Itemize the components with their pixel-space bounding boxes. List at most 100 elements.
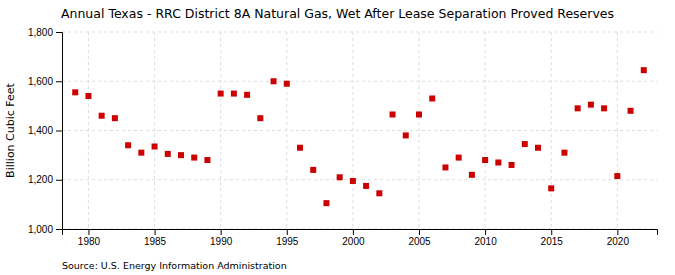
x-tick-mark: [155, 229, 156, 235]
title: Annual Texas - RRC District 8A Natural G…: [61, 6, 614, 21]
points: [72, 67, 647, 206]
chart: 1980 1985 1990 1995 2000 2005 2010 2015 2020 1,00…: [0, 0, 675, 275]
point: [548, 185, 554, 191]
point: [442, 164, 448, 170]
grid-line: [62, 81, 657, 82]
x-tick-mark: [221, 229, 222, 235]
point: [628, 108, 634, 114]
y-axis-title: Billion Cubic Feet: [4, 82, 17, 177]
point: [509, 162, 515, 168]
point: [244, 92, 250, 98]
point: [456, 155, 462, 161]
point: [495, 160, 501, 166]
x-tick-label: 2020: [607, 236, 630, 247]
point: [218, 91, 224, 97]
point: [72, 89, 78, 95]
x-tick: 1985: [144, 229, 167, 247]
point: [125, 142, 131, 148]
y-tick-label: 1,000: [28, 224, 53, 235]
y-tick-mark: [56, 131, 62, 132]
point: [191, 155, 197, 161]
point: [482, 157, 488, 163]
y-tick: 1,400: [28, 125, 62, 136]
x-tick: 1980: [78, 229, 101, 247]
point: [614, 173, 620, 179]
x-tick: 1995: [276, 229, 299, 247]
y-tick-mark: [56, 81, 62, 82]
point: [284, 81, 290, 87]
x-tick-label: 2010: [474, 236, 497, 247]
point: [323, 200, 329, 206]
x-tick-mark: [353, 229, 354, 235]
x-tick-mark: [485, 229, 486, 235]
point: [588, 102, 594, 108]
grid-line: [62, 130, 657, 131]
point: [85, 93, 91, 99]
x-tick: 2005: [408, 229, 431, 247]
x-tick-label: 1980: [78, 236, 101, 247]
point: [165, 151, 171, 157]
x-tick-label: 1985: [144, 236, 167, 247]
point: [297, 145, 303, 151]
point: [561, 150, 567, 156]
point: [350, 178, 356, 184]
y-tick-mark: [56, 229, 62, 230]
point: [257, 115, 263, 121]
point: [271, 78, 277, 84]
x-tick-label: 2015: [541, 236, 564, 247]
y-tick-label: 1,800: [28, 27, 53, 38]
x-tick-mark: [88, 229, 89, 235]
x-axis: 1980 1985 1990 1995 2000 2005 2010 2015 2020: [63, 229, 658, 247]
point: [403, 132, 409, 138]
x-tick: 2010: [474, 229, 497, 247]
x-tick-mark: [287, 229, 288, 235]
point: [178, 152, 184, 158]
x-tick: 2000: [342, 229, 365, 247]
point: [469, 172, 475, 178]
y-tick: 1,800: [28, 27, 62, 38]
point: [363, 183, 369, 189]
source: Source: U.S. Energy Information Administ…: [62, 260, 287, 271]
point: [376, 190, 382, 196]
x-tick-label: 2005: [408, 236, 431, 247]
point: [535, 145, 541, 151]
grid-line: [62, 179, 657, 180]
point: [416, 111, 422, 117]
y-tick: 1,000: [28, 224, 62, 235]
x-tick-label: 1990: [210, 236, 233, 247]
x-tick: 2015: [541, 229, 564, 247]
y-tick-label: 1,200: [28, 174, 53, 185]
point: [522, 141, 528, 147]
y-tick: 1,600: [28, 76, 62, 87]
y-tick-mark: [56, 32, 62, 33]
point: [204, 157, 210, 163]
x-tick-mark: [419, 229, 420, 235]
grid: [62, 32, 657, 229]
point: [152, 144, 158, 150]
point: [337, 174, 343, 180]
point: [138, 150, 144, 156]
y-tick-mark: [56, 180, 62, 181]
point: [641, 67, 647, 73]
x-axis-line: [63, 230, 658, 236]
x-tick: 2020: [607, 229, 630, 247]
x-tick-mark: [617, 229, 618, 235]
x-tick-label: 2000: [342, 236, 365, 247]
point: [112, 115, 118, 121]
y-tick-label: 1,400: [28, 125, 53, 136]
y-axis-line: [56, 33, 63, 230]
point: [310, 167, 316, 173]
point: [575, 105, 581, 111]
x-tick-mark: [551, 229, 552, 235]
point: [99, 113, 105, 119]
grid-line: [62, 32, 657, 33]
point: [429, 95, 435, 101]
y-axis: 1,000 1,200 1,400 1,600 1,800: [28, 27, 63, 235]
point: [231, 91, 237, 97]
point: [601, 105, 607, 111]
plot-area: 1980 1985 1990 1995 2000 2005 2010 2015 2020 1,00…: [28, 27, 658, 247]
y-tick: 1,200: [28, 174, 62, 185]
y-tick-label: 1,600: [28, 76, 53, 87]
x-tick-label: 1995: [276, 236, 299, 247]
point: [390, 111, 396, 117]
